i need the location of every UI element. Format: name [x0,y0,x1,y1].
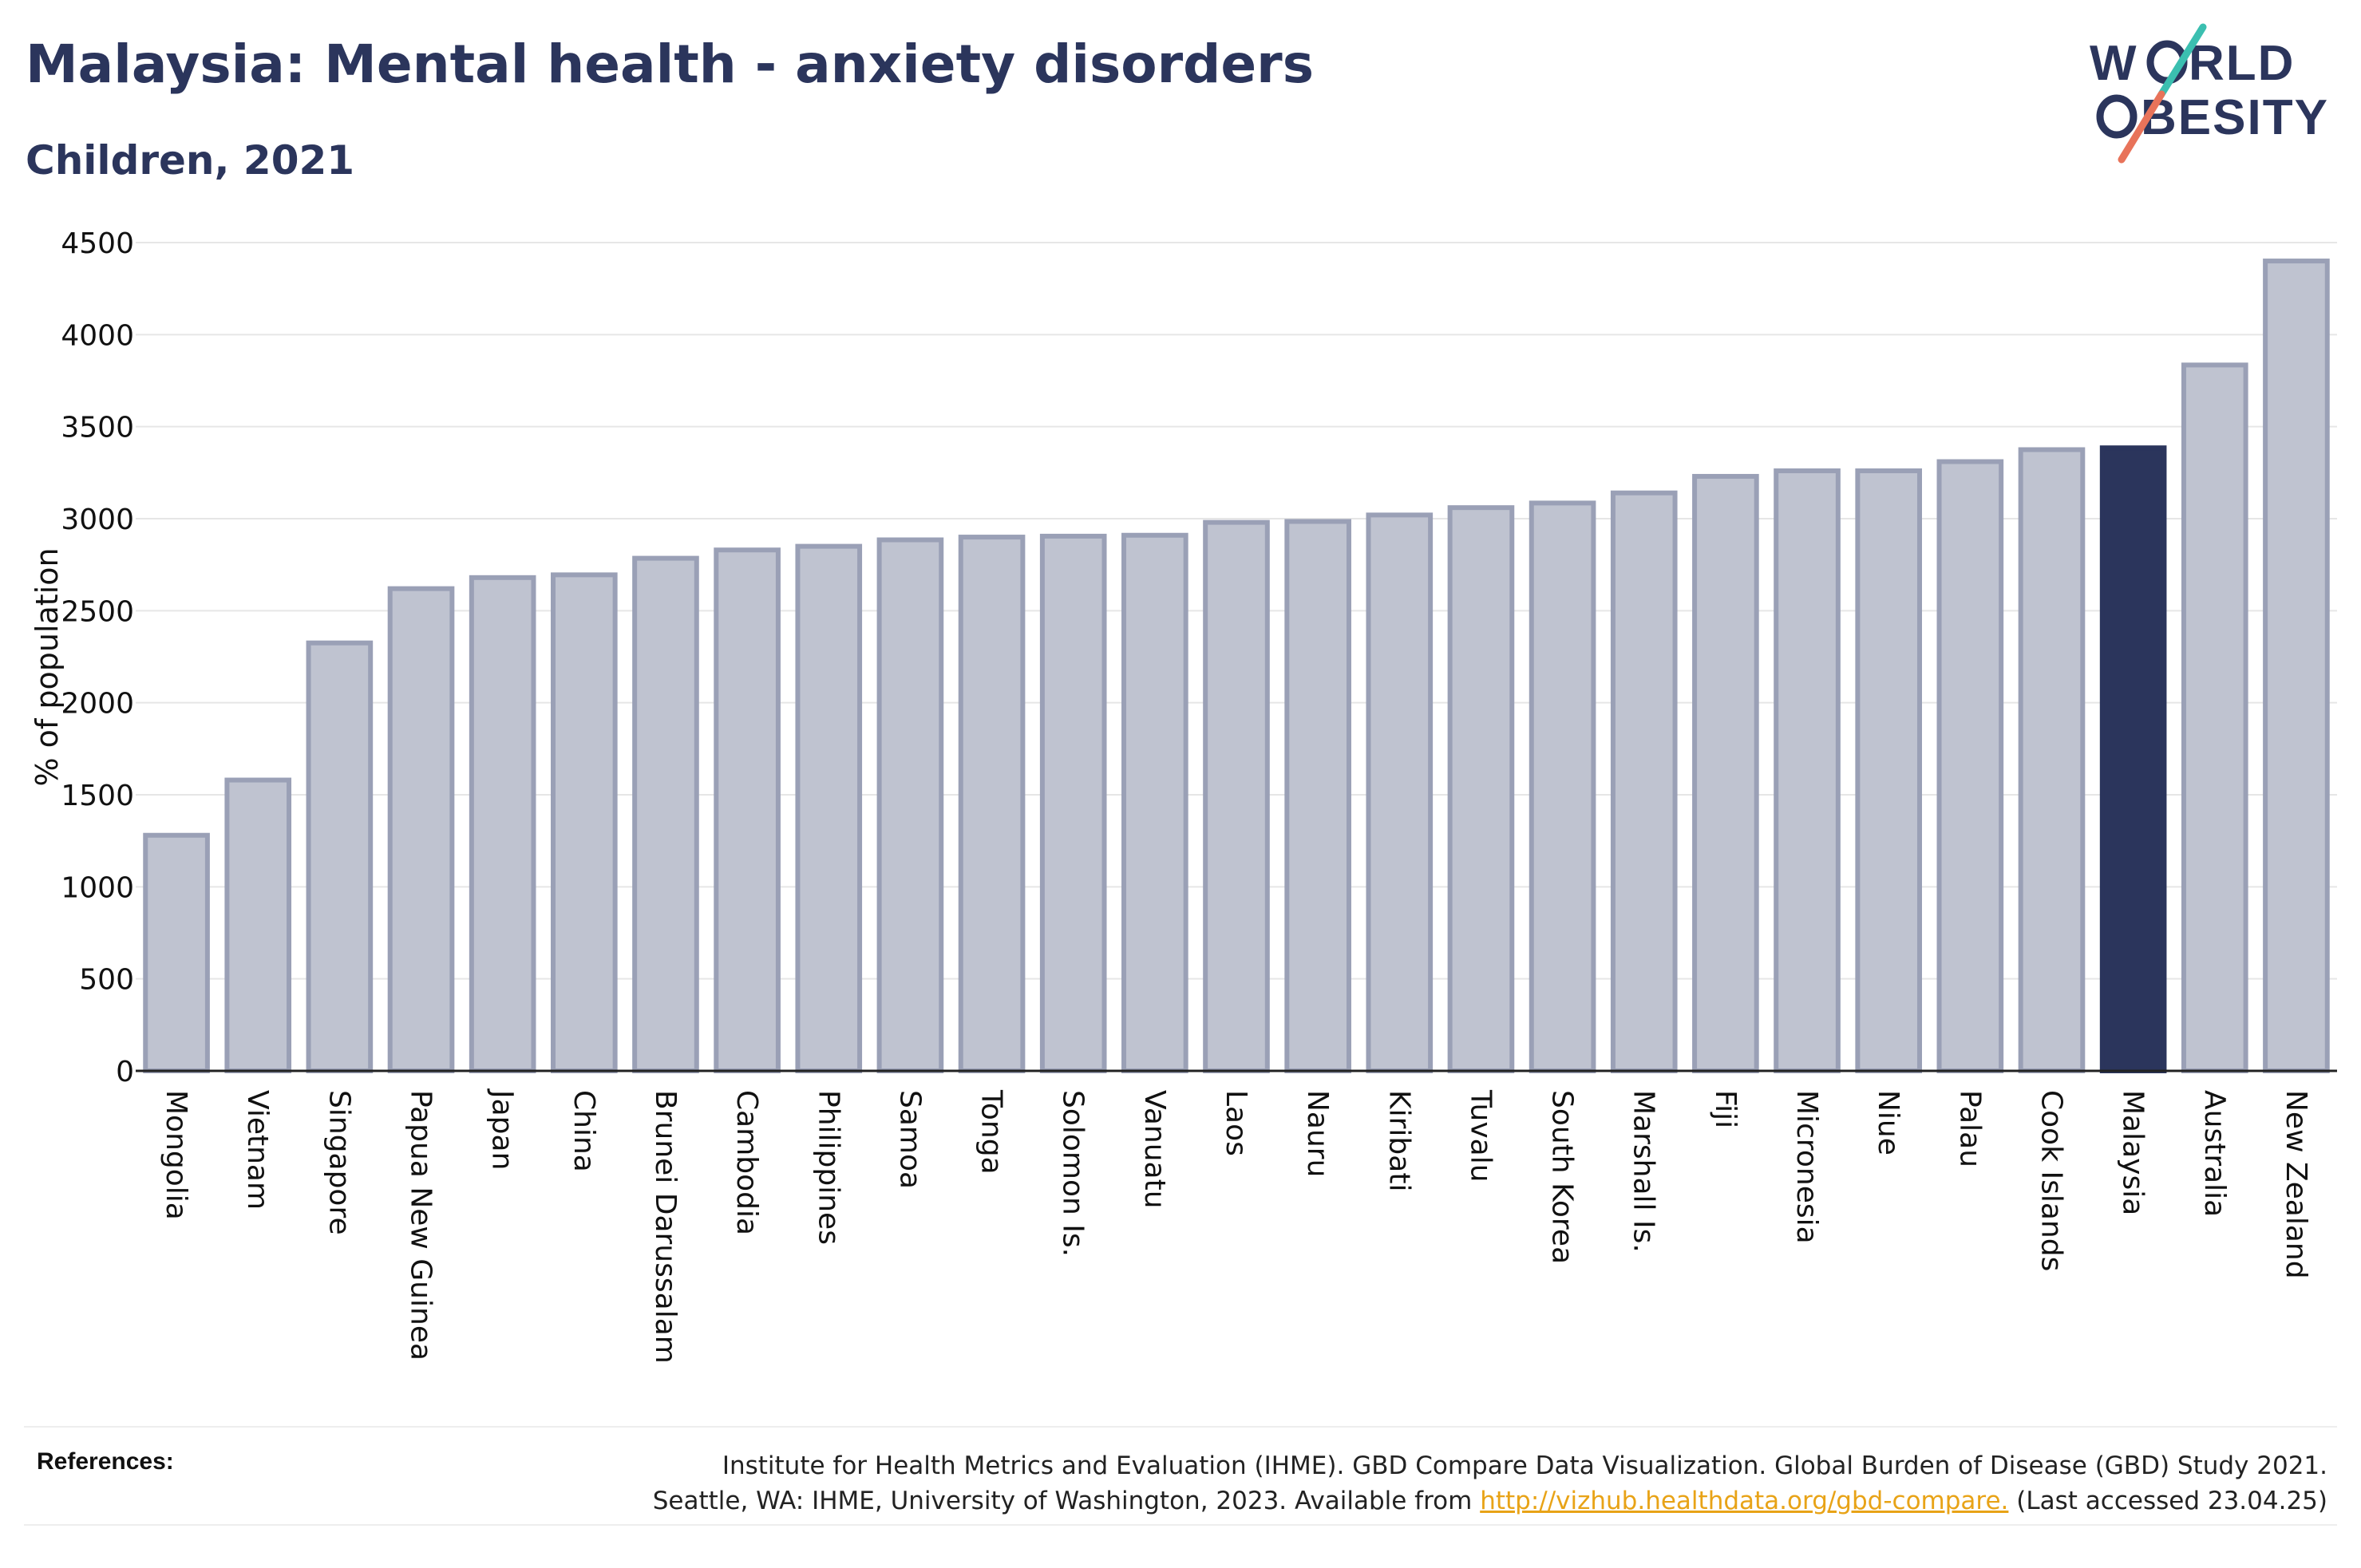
x-tick-label: Papua New Guinea [405,1090,437,1361]
bar-tuvalu [1447,505,1515,1073]
x-tick-label: Micronesia [1790,1090,1823,1244]
y-axis-label: % of population [30,547,65,786]
x-tick-label: Mongolia [160,1090,192,1220]
x-tick-label: Vanuatu [1138,1090,1171,1209]
y-tick-label: 0 [116,1056,134,1088]
references-link[interactable]: http://vizhub.healthdata.org/gbd-compare… [1480,1487,2009,1515]
references-line-2: Seattle, WA: IHME, University of Washing… [571,1483,2327,1519]
y-tick-label: 2000 [61,688,134,721]
y-tick-label: 3500 [61,412,134,444]
bar-australia [2181,362,2248,1074]
references-line-1: Institute for Health Metrics and Evaluat… [722,1451,2327,1480]
x-tick-label: Australia [2198,1090,2231,1217]
bar-marshall-is- [1610,490,1678,1073]
svg-text:RLD: RLD [2189,36,2295,91]
y-axis-ticks: 0 500 1000 1500 2000 2500 3000 3500 4000 4500 [61,227,134,1088]
bar-chart: 0 500 1000 1500 2000 2500 3000 3500 4000 4500 Mon… [30,227,2337,1364]
bar-mongolia [143,832,210,1074]
bar-solomon-is- [1039,533,1107,1073]
x-tick-label: Niue [1872,1090,1904,1155]
x-tick-label: China [568,1090,600,1172]
x-tick-label: Tonga [975,1089,1008,1175]
y-tick-label: 2500 [61,595,134,628]
world-obesity-logo: W RLD BESITY [2090,23,2329,164]
x-tick-label: Tuvalu [1464,1089,1497,1183]
bar-papua-new-guinea [387,586,455,1073]
x-tick-label: Samoa [893,1090,926,1189]
x-tick-label: Singapore [322,1090,355,1235]
bar-south-korea [1529,500,1596,1073]
x-axis-ticks: Mongolia Vietnam Singapore Papua New Guinea… [160,1088,2312,1364]
y-tick-label: 500 [79,964,134,997]
y-tick-label: 4000 [61,319,134,352]
x-tick-label: Cambodia [730,1090,763,1235]
y-tick-label: 1000 [61,871,134,904]
bar-philippines [795,543,863,1073]
x-tick-label: Marshall Is. [1627,1090,1660,1253]
x-tick-label: Brunei Darussalam [649,1090,682,1364]
y-tick-label: 3000 [61,504,134,536]
bar-samoa [876,537,944,1073]
bar-cambodia [714,547,781,1073]
bar-new-zealand [2263,259,2330,1074]
bar-vanuatu [1121,532,1188,1073]
bar-japan [469,575,536,1073]
references-text: Institute for Health Metrics and Evaluat… [571,1448,2327,1519]
references-divider-bottom [24,1524,2337,1526]
x-tick-label: Philippines [812,1090,844,1245]
references-label: References: [37,1448,174,1475]
bar-fiji [1692,473,1759,1073]
x-tick-label: Cook Islands [2035,1090,2067,1271]
bar-nauru [1284,519,1351,1073]
x-tick-label: Nauru [1301,1090,1334,1177]
y-tick-label: 1500 [61,780,134,812]
bars [143,259,2330,1074]
bar-china [550,572,618,1073]
x-tick-label: Kiribati [1382,1090,1415,1191]
references-line-2-tail: (Last accessed 23.04.25) [2008,1487,2327,1515]
bar-malaysia [2099,445,2167,1073]
bar-brunei-darussalam [632,555,699,1073]
svg-text:BESITY: BESITY [2141,90,2329,145]
x-tick-label: Malaysia [2117,1090,2149,1215]
page-title: Malaysia: Mental health - anxiety disord… [26,34,1315,95]
bar-laos [1203,519,1270,1073]
bar-micronesia [1774,468,1841,1073]
x-tick-label: Vietnam [241,1090,274,1210]
x-tick-label: Fiji [1709,1090,1742,1128]
references-divider-top [24,1426,2337,1428]
x-tick-label: South Korea [1546,1090,1579,1264]
x-tick-label: Solomon Is. [1057,1090,1090,1257]
x-tick-label: Laos [1220,1090,1252,1156]
bar-kiribati [1366,512,1434,1073]
page-subtitle: Children, 2021 [26,137,355,184]
x-tick-label: Palau [1953,1090,1986,1167]
bar-singapore [306,640,374,1073]
y-tick-label: 4500 [61,227,134,260]
bar-palau [1936,459,2004,1073]
references-line-2-text: Seattle, WA: IHME, University of Washing… [652,1487,1481,1515]
bar-tonga [958,535,1026,1073]
x-tick-label: New Zealand [2280,1090,2312,1279]
bar-cook-islands [2018,447,2086,1073]
bar-vietnam [224,777,292,1074]
svg-text:W: W [2090,36,2138,91]
x-tick-label: Japan [486,1088,519,1170]
bar-niue [1855,468,1923,1073]
